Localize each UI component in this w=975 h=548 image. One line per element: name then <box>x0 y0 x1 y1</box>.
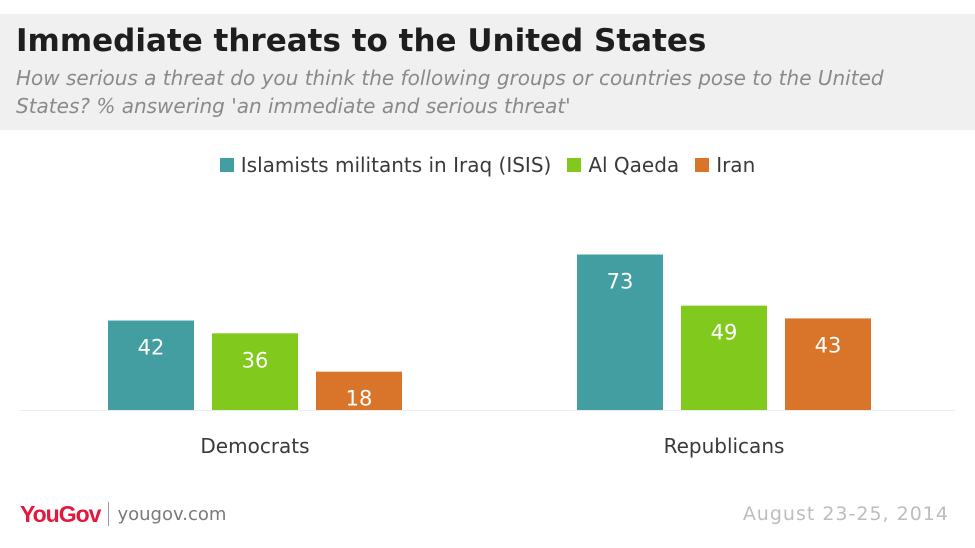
bar-isis-republicans <box>577 254 663 410</box>
yougov-url: yougov.com <box>117 503 227 525</box>
survey-date: August 23-25, 2014 <box>742 503 949 525</box>
data-label-isis-republicans: 73 <box>607 270 634 294</box>
chart-header: Immediate threats to the United States H… <box>0 14 975 130</box>
category-label-democrats: Democrats <box>200 434 309 458</box>
legend-swatch-al-qaeda <box>567 158 582 172</box>
legend-item-iran: Iran <box>695 153 755 177</box>
bar-iran-republicans <box>785 318 871 410</box>
category-label-republicans: Republicans <box>664 434 785 458</box>
data-label-iran-democrats: 18 <box>346 387 373 411</box>
bar-isis-democrats <box>108 320 194 410</box>
legend-swatch-iran <box>695 158 710 172</box>
logo-divider <box>108 502 110 526</box>
data-label-al-qaeda-democrats: 36 <box>242 348 269 372</box>
chart-title: Immediate threats to the United States <box>16 23 707 59</box>
legend-item-isis: Islamists militants in Iraq (ISIS) <box>219 153 552 177</box>
chart-legend: Islamists militants in Iraq (ISIS) Al Qa… <box>0 150 975 180</box>
bar-iran-democrats <box>316 371 402 410</box>
data-label-iran-republicans: 43 <box>815 333 842 357</box>
chart-subtitle: How serious a threat do you think the fo… <box>16 66 884 118</box>
legend-label-iran: Iran <box>716 153 756 177</box>
yougov-branding: YouGov yougov.com <box>20 500 226 528</box>
bar-al-qaeda-democrats <box>212 333 298 410</box>
bar-al-qaeda-republicans <box>681 305 767 410</box>
data-label-al-qaeda-republicans: 49 <box>711 321 738 345</box>
legend-label-al-qaeda: Al Qaeda <box>588 153 680 177</box>
legend-label-isis: Islamists militants in Iraq (ISIS) <box>240 153 552 177</box>
yougov-logo: YouGov <box>20 500 101 527</box>
legend-swatch-isis <box>219 158 234 172</box>
legend-item-al-qaeda: Al Qaeda <box>567 153 679 177</box>
data-label-isis-democrats: 42 <box>138 336 165 360</box>
